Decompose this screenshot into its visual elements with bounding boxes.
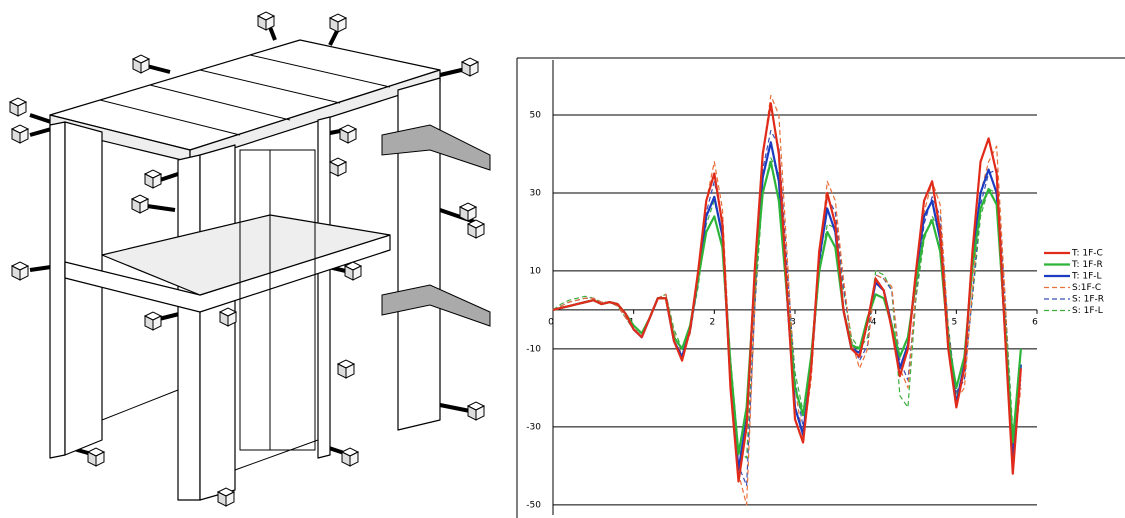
x-tick-label: 5 bbox=[951, 317, 957, 327]
legend-label: S: 1F-R bbox=[1072, 295, 1104, 305]
y-tick-label: 10 bbox=[530, 266, 542, 276]
y-tick-label: -30 bbox=[526, 422, 541, 432]
x-tick-label: 0 bbox=[548, 317, 554, 327]
legend-label: T: 1F-R bbox=[1071, 260, 1103, 270]
y-tick-label: -50 bbox=[526, 500, 541, 510]
x-tick-label: 2 bbox=[709, 317, 715, 327]
y-tick-label: -10 bbox=[526, 344, 541, 354]
legend-label: T: 1F-C bbox=[1071, 249, 1103, 259]
page: -50-30-101030500123456T: 1F-CT: 1F-RT: 1… bbox=[0, 0, 1125, 518]
structure-drawing bbox=[10, 12, 490, 506]
y-tick-label: 50 bbox=[530, 110, 542, 120]
x-tick-label: 6 bbox=[1032, 317, 1038, 327]
series-line bbox=[553, 103, 1021, 481]
y-tick-label: 30 bbox=[530, 188, 542, 198]
x-tick-label: 4 bbox=[871, 317, 877, 327]
legend-label: S:1F-C bbox=[1072, 283, 1101, 293]
legend-label: S: 1F-L bbox=[1072, 306, 1103, 316]
legend-label: T: 1F-L bbox=[1071, 272, 1102, 282]
